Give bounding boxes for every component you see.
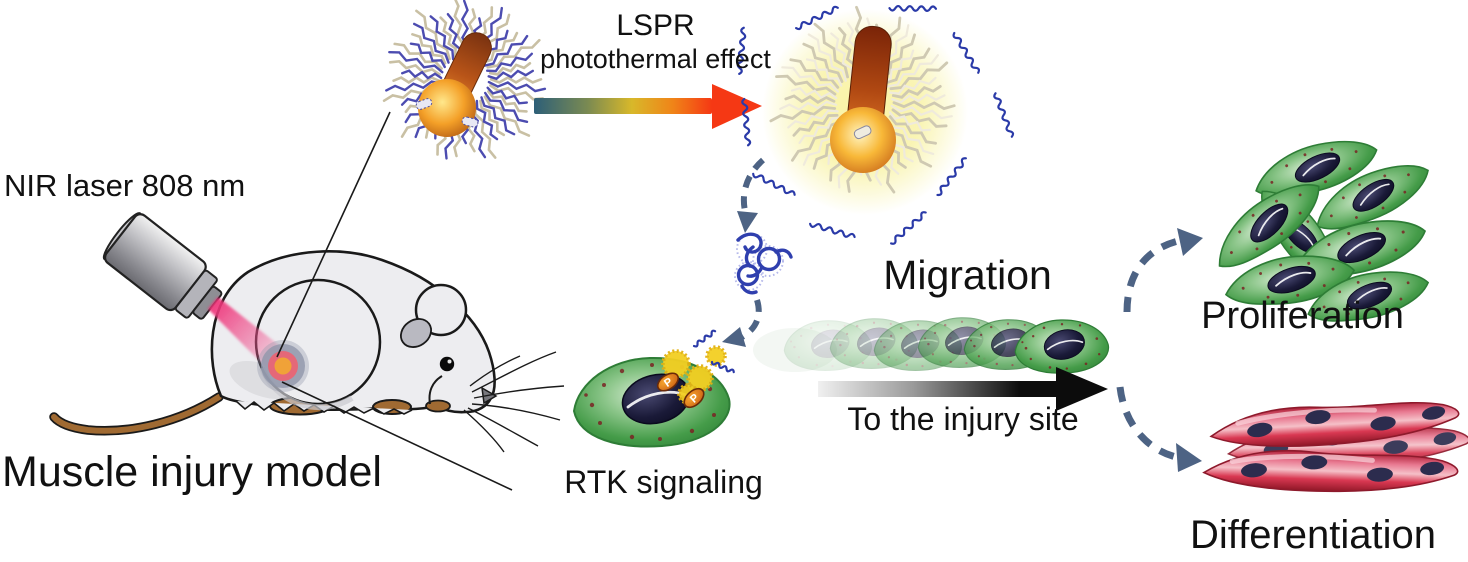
bound-polymer-squiggles	[692, 329, 735, 374]
injury-site-target	[257, 340, 309, 392]
proliferation-label: Proliferation	[1201, 295, 1404, 337]
mouse-ear	[400, 283, 468, 348]
migration-label: Migration	[883, 252, 1052, 298]
differentiation-label: Differentiation	[1189, 513, 1437, 557]
nanoparticle-before-icon	[382, 0, 547, 160]
phospho-receptor: P	[683, 387, 705, 409]
phospho-receptor: P	[656, 372, 680, 392]
lspr-caption: LSPR photothermal effect	[523, 10, 788, 73]
migration-direction-arrow	[818, 367, 1108, 411]
mouse-whiskers	[463, 351, 565, 453]
rtk-cell-illustration: P P	[572, 329, 735, 448]
nanoparticle-heated-icon	[736, 4, 1015, 245]
differentiated-myotubes-illustration	[1203, 399, 1468, 496]
muscle-injury-model-label: Muscle injury model	[2, 448, 382, 496]
nir-laser-label: NIR laser 808 nm	[4, 168, 246, 203]
migrating-cells	[753, 316, 1110, 374]
dashed-arrow-differentiation	[1116, 386, 1202, 472]
mouse-tail	[49, 392, 224, 436]
lspr-gradient-arrow	[534, 84, 762, 129]
callout-lines	[276, 111, 513, 491]
rtk-receptor-complex: P P	[656, 329, 735, 409]
dashed-arrow-proliferation	[1123, 228, 1203, 313]
laser-device-icon	[102, 212, 223, 320]
photothermal-effect-subtitle: photothermal effect	[540, 43, 771, 74]
to-the-injury-site-label: To the injury site	[847, 401, 1079, 437]
dashed-arrow-binding	[722, 299, 762, 347]
dashed-arrow-release	[737, 157, 766, 233]
front-leg-line	[428, 375, 443, 405]
released-polymer-chain	[734, 232, 793, 295]
lspr-title: LSPR	[616, 9, 695, 42]
released-chains	[736, 4, 1015, 245]
mouse-eye-icon	[439, 356, 455, 372]
rtk-signaling-label: RTK signaling	[564, 464, 763, 500]
